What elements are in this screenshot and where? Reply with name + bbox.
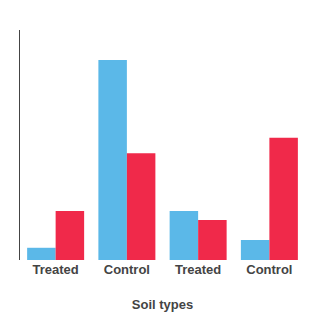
svg-text:Control: Control (246, 262, 292, 277)
svg-text:Treated: Treated (33, 262, 79, 277)
svg-text:Treated: Treated (175, 262, 221, 277)
svg-text:Control: Control (104, 262, 150, 277)
svg-text:Soil types: Soil types (132, 297, 193, 312)
